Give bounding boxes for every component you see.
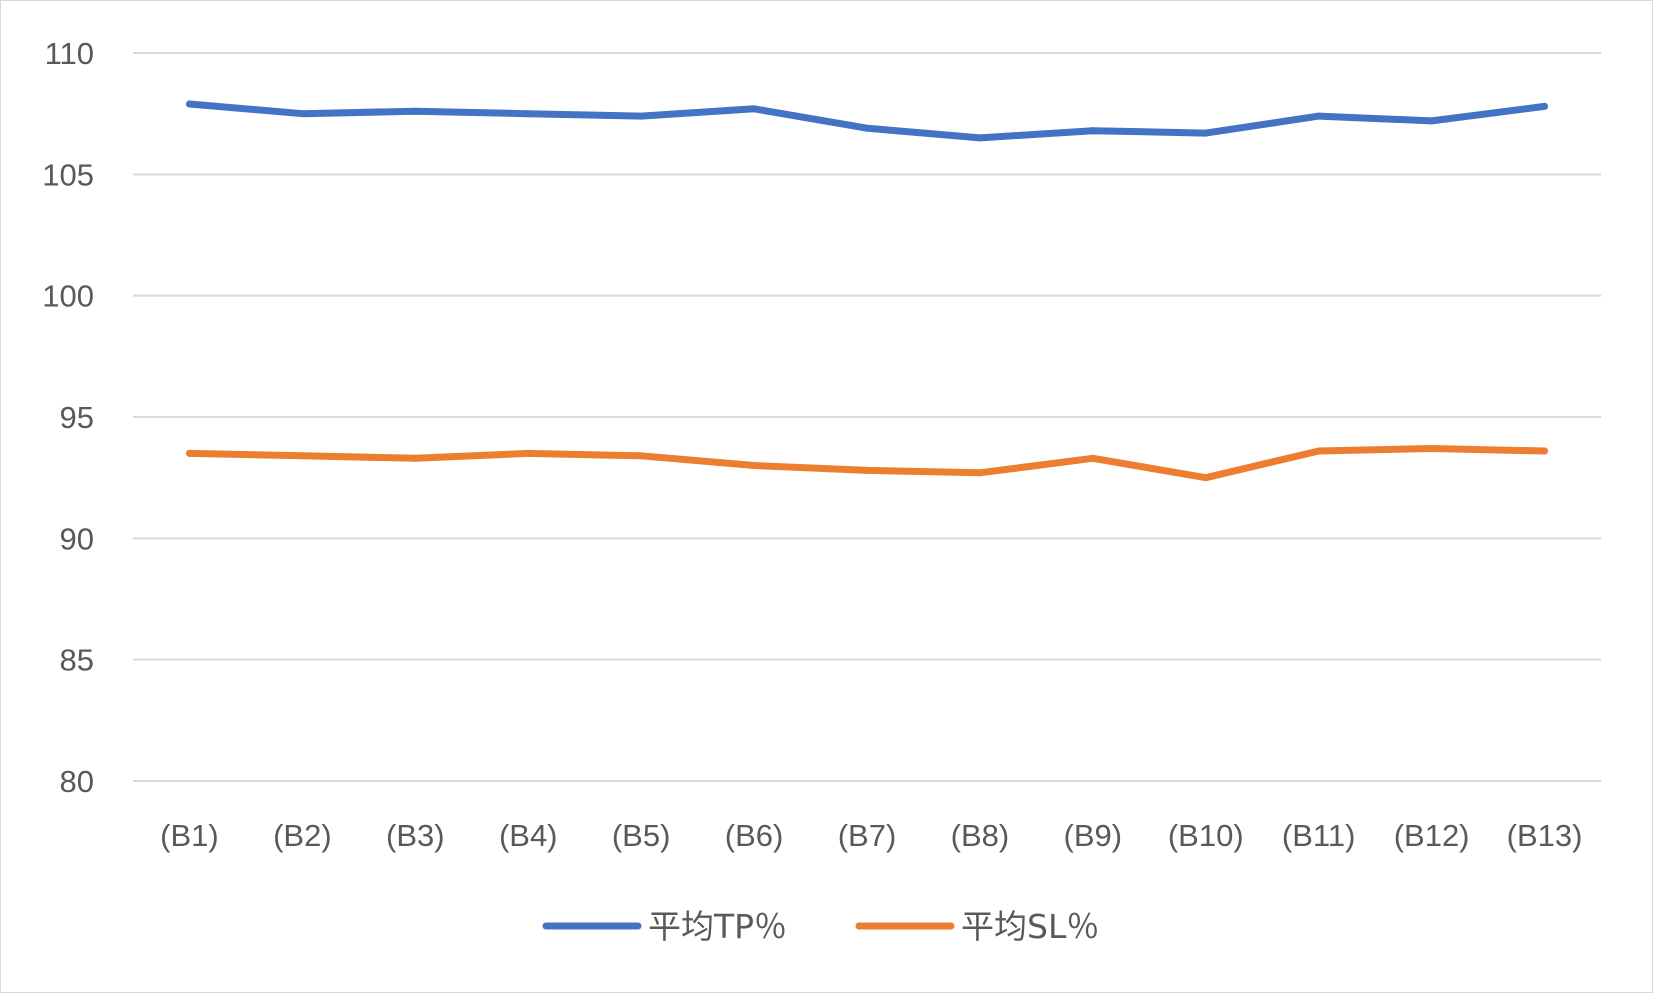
y-tick-label: 100 [42,279,94,314]
data-point [1202,474,1210,482]
x-tick-label: (B4) [499,818,558,853]
y-axis-tick-labels: 80 85 90 95 100 105 110 [42,36,94,799]
data-point [976,469,984,477]
y-tick-label: 110 [45,36,94,71]
series-lines [185,100,1549,482]
legend-item-2: 平均SL％ [855,907,1099,946]
data-point [1315,112,1323,120]
series-line-1 [186,100,1548,142]
data-point [524,110,532,118]
legend-label: 平均TP％ [648,907,787,946]
data-point [1541,102,1549,110]
data-point [1089,454,1097,462]
legend: 平均TP％ 平均SL％ [542,907,1099,946]
data-point [1202,129,1210,137]
data-point [976,134,984,142]
x-tick-label: (B13) [1507,818,1583,853]
data-point [1315,447,1323,455]
x-tick-label: (B6) [725,818,784,853]
y-tick-label: 95 [60,400,94,435]
legend-label: 平均SL％ [961,907,1099,946]
data-point [298,110,306,118]
legend-item-1: 平均TP％ [542,907,787,946]
x-tick-label: (B2) [273,818,332,853]
y-tick-label: 80 [60,764,94,799]
data-point [411,107,419,115]
y-tick-label: 90 [60,521,94,556]
x-tick-label: (B5) [612,818,671,853]
data-point [1541,447,1549,455]
data-point [1428,117,1436,125]
x-tick-label: (B12) [1394,818,1470,853]
x-tick-label: (B11) [1282,818,1356,853]
data-point [524,449,532,457]
y-tick-label: 85 [60,643,94,678]
x-tick-label: (B10) [1168,818,1244,853]
x-tick-label: (B9) [1064,818,1123,853]
x-tick-label: (B8) [951,818,1010,853]
x-axis-tick-labels: (B1) (B2) (B3) (B4) (B5) (B6) (B7) (B8) (B9) (B10… [160,818,1582,853]
x-tick-label: (B1) [160,818,219,853]
data-point [637,452,645,460]
data-point [298,452,306,460]
data-point [750,105,758,113]
data-point [863,124,871,132]
data-point [1428,445,1436,453]
data-point [637,112,645,120]
data-point [750,462,758,470]
data-point [863,466,871,474]
data-point [185,100,193,108]
gridlines [133,52,1601,782]
data-point [185,449,193,457]
data-point [411,454,419,462]
data-point [1089,127,1097,135]
x-tick-label: (B3) [386,818,445,853]
x-tick-label: (B7) [838,818,897,853]
y-tick-label: 105 [42,157,94,192]
